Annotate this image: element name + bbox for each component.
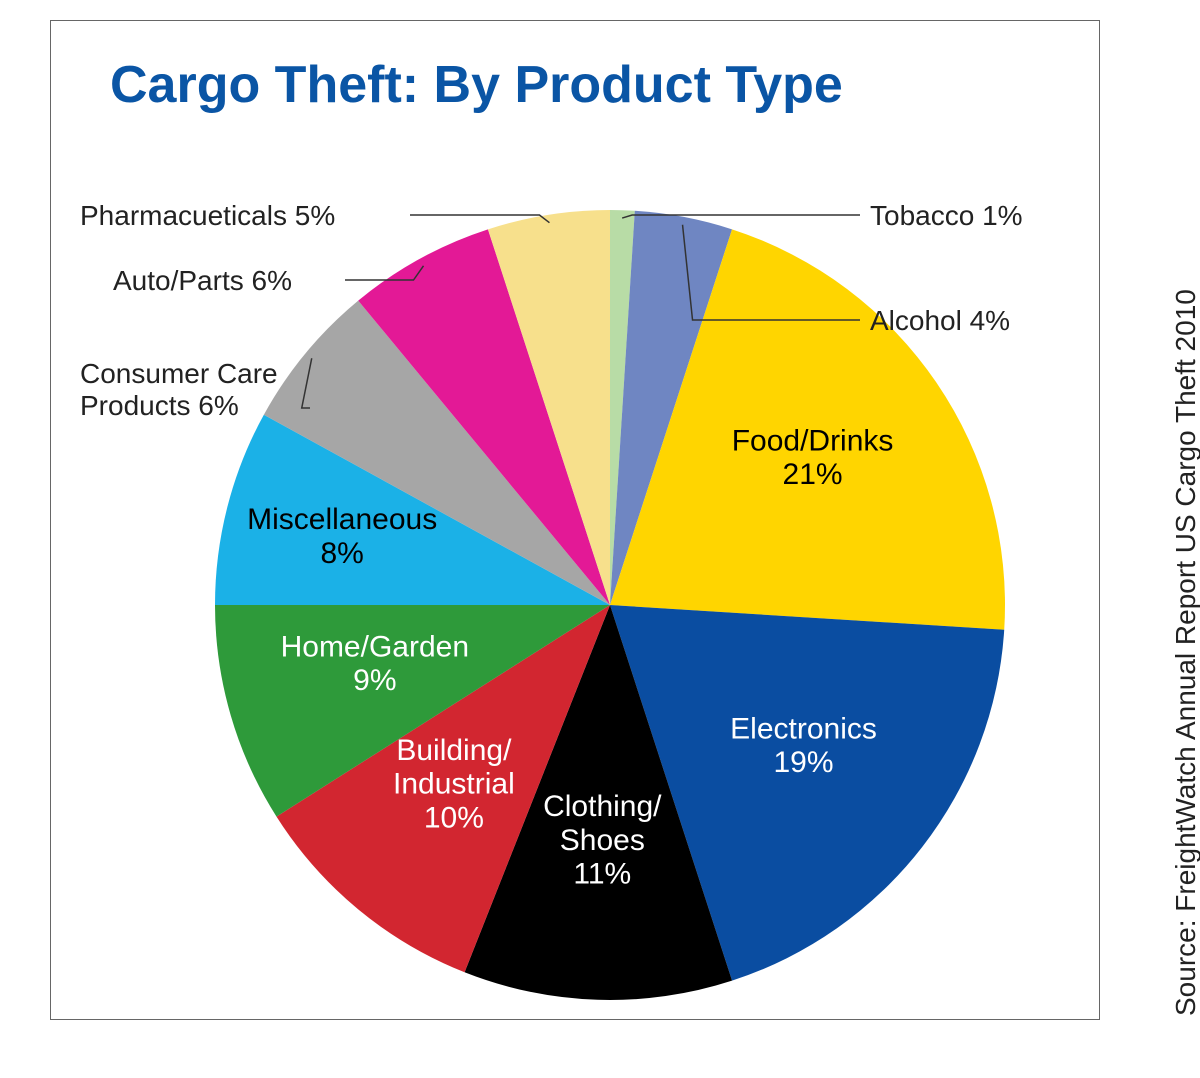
ext-label-alcohol: Alcohol 4% <box>870 305 1010 337</box>
ext-label-auto-parts: Auto/Parts 6% <box>113 265 292 297</box>
ext-label-pharmacueticals: Pharmacueticals 5% <box>80 200 335 232</box>
ext-label-consumer-care-products: Consumer CareProducts 6% <box>80 358 278 422</box>
pie-chart: Food/Drinks21%Electronics19%Clothing/Sho… <box>0 0 1200 1078</box>
slice-label-miscellaneous: Miscellaneous8% <box>232 503 452 571</box>
ext-label-tobacco: Tobacco 1% <box>870 200 1023 232</box>
